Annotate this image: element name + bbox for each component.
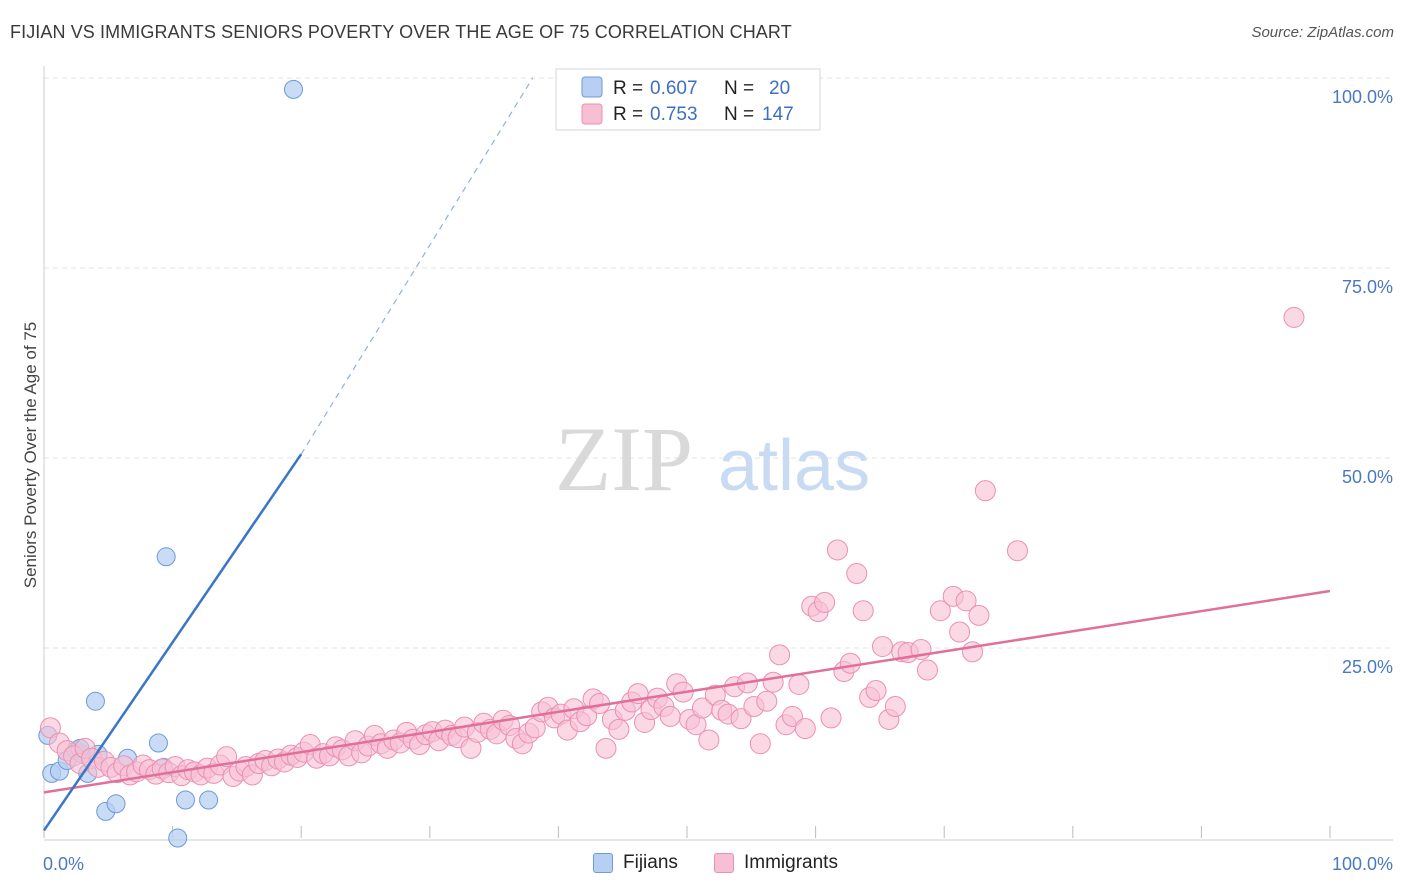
immigrant-point-141	[968, 604, 990, 626]
chart-source: Source: ZipAtlas.com	[1251, 24, 1394, 41]
series-swatch-immigrants	[714, 853, 734, 873]
immigrant-point-139	[955, 590, 977, 612]
legend-swatch-immigrant	[581, 103, 603, 125]
immigrant-point-125	[846, 563, 868, 585]
immigrant-point-136	[929, 600, 951, 622]
fijian-point-14	[156, 547, 176, 567]
fijian-point-17	[199, 790, 219, 810]
immigrant-point-122	[826, 539, 848, 561]
y-tick-label-100: 100.0%	[1332, 87, 1393, 107]
immigrant-point-102	[698, 729, 720, 751]
immigrant-trendline	[43, 589, 1331, 794]
immigrant-point-115	[781, 705, 803, 727]
y-axis-label: Seniors Poverty Over the Age of 75	[21, 322, 40, 588]
immigrant-point-129	[871, 635, 893, 657]
x-tick-label-max: 100.0%	[1332, 854, 1393, 874]
immigrant-point-96	[659, 705, 681, 727]
series-swatch-fijians	[593, 853, 613, 873]
legend-r-label-immigrant: R =	[613, 104, 643, 125]
fijian-point-12	[148, 733, 168, 753]
legend-n-value-immigrant: 147	[762, 104, 794, 125]
immigrant-point-111	[756, 690, 778, 712]
immigrant-point-128	[865, 680, 887, 702]
immigrant-point-86	[595, 737, 617, 759]
immigrant-point-88	[608, 718, 630, 740]
series-legend-fijians: Fijians	[593, 852, 678, 874]
legend-n-label-immigrant: N =	[724, 104, 754, 125]
fijian-point-10	[106, 794, 126, 814]
immigrant-point-144	[1283, 306, 1305, 328]
fijian-point-7	[85, 691, 105, 711]
immigrant-point-124	[839, 652, 861, 674]
grid	[44, 77, 1393, 649]
legend-n-value-fijian: 20	[769, 78, 790, 99]
y-tick-label-50: 50.0%	[1342, 467, 1393, 487]
legend-r-value-immigrant: 0.753	[650, 104, 698, 125]
series-legend: Fijians Immigrants	[0, 852, 1406, 882]
legend-r-value-fijian: 0.607	[650, 78, 698, 99]
x-tick-label-min: 0.0%	[43, 854, 84, 874]
immigrant-point-131	[884, 696, 906, 718]
immigrant-point-120	[814, 591, 836, 613]
legend-n-label-fijian: N =	[724, 78, 754, 99]
immigrant-point-143	[1007, 540, 1029, 562]
immigrant-point-27	[216, 746, 238, 768]
immigrant-point-116	[788, 673, 810, 695]
y-tick-labels: 25.0% 50.0% 75.0% 100.0%	[1332, 87, 1393, 677]
fijian-trendline-extension	[300, 77, 534, 455]
fijian-point-16	[175, 790, 195, 810]
series-legend-label-fijians: Fijians	[623, 852, 678, 873]
immigrant-point-126	[852, 600, 874, 622]
immigrant-point-142	[974, 480, 996, 502]
immigrant-point-107	[730, 708, 752, 730]
series-legend-label-immigrants: Immigrants	[744, 852, 838, 873]
fijian-points	[38, 79, 303, 848]
legend-r-label-fijian: R =	[613, 78, 643, 99]
immigrant-point-121	[820, 707, 842, 729]
fijian-point-15	[168, 828, 188, 848]
fijian-point-18	[283, 79, 303, 99]
immigrant-point-112	[762, 671, 784, 693]
axes	[43, 66, 1393, 841]
fijian-trendline	[42, 453, 303, 832]
series-legend-immigrants: Immigrants	[714, 852, 838, 874]
immigrant-point-135	[916, 659, 938, 681]
chart-title: FIJIAN VS IMMIGRANTS SENIORS POVERTY OVE…	[10, 22, 792, 42]
stats-legend: R = 0.607 N = 20 R = 0.753 N = 147	[555, 68, 821, 131]
watermark-atlas: atlas	[718, 426, 870, 506]
trendlines	[42, 77, 1331, 832]
watermark-zip: ZIP	[555, 408, 693, 510]
watermark: ZIP atlas	[555, 408, 870, 510]
immigrant-point-110	[749, 733, 771, 755]
immigrant-point-117	[794, 718, 816, 740]
y-tick-label-75: 75.0%	[1342, 277, 1393, 297]
y-tick-label-25: 25.0%	[1342, 657, 1393, 677]
legend-swatch-fijian	[581, 76, 603, 98]
immigrant-point-138	[949, 621, 971, 643]
immigrant-point-113	[769, 644, 791, 666]
immigrant-points	[39, 306, 1305, 787]
